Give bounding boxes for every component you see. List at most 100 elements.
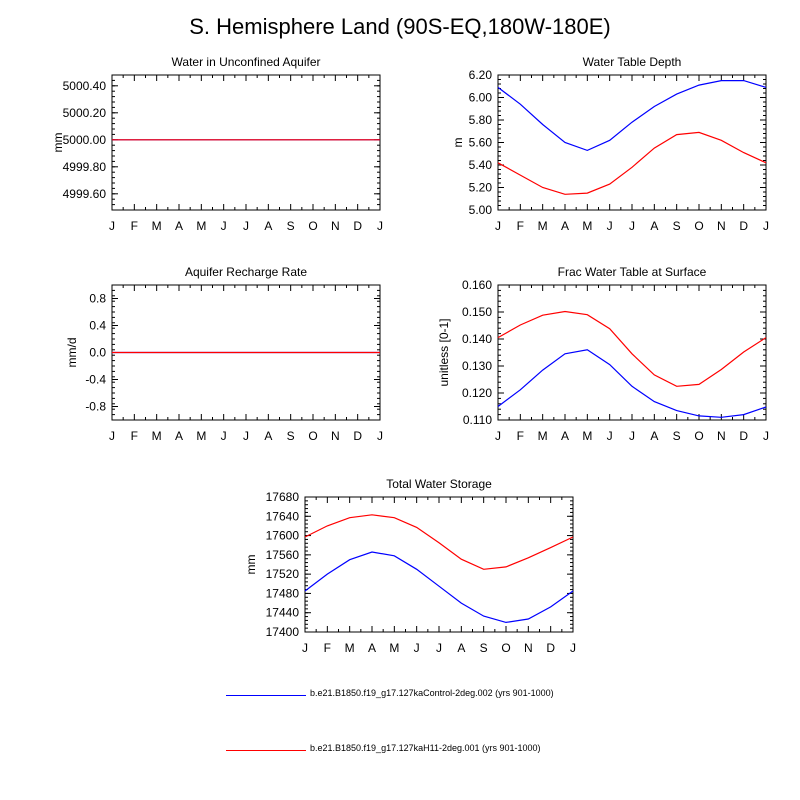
x-tick-label: F [324,641,331,655]
x-tick-label: M [152,219,162,233]
x-tick-label: A [264,219,272,233]
x-tick-label: S [673,219,681,233]
x-tick-label: J [629,429,635,443]
x-tick-label: J [763,219,769,233]
x-tick-label: M [389,641,399,655]
x-tick-label: D [353,219,362,233]
x-tick-label: J [495,429,501,443]
x-tick-label: J [570,641,576,655]
y-tick-label: 17400 [266,625,300,639]
x-tick-label: M [538,429,548,443]
x-tick-label: J [377,219,383,233]
y-tick-label: 5000.20 [63,106,107,120]
x-tick-label: A [175,219,183,233]
legend-line-blue [226,695,306,696]
plot-frame [111,74,381,211]
y-tick-label: 17520 [266,567,300,581]
x-tick-label: N [717,429,726,443]
x-tick-label: J [436,641,442,655]
y-tick-label: 5.80 [469,113,493,127]
series-line-blue [497,79,767,152]
y-tick-label: 17640 [266,509,300,523]
y-tick-label: 17560 [266,548,300,562]
x-tick-label: D [546,641,555,655]
series-line-red [497,310,767,387]
x-tick-label: M [345,641,355,655]
x-tick-label: J [221,429,227,443]
x-tick-label: F [517,219,524,233]
x-tick-label: F [131,219,138,233]
x-tick-label: A [264,429,272,443]
x-tick-label: A [561,429,569,443]
y-tick-label: 5.60 [469,136,493,150]
y-tick-label: -0.4 [85,373,106,387]
x-tick-label: A [650,219,658,233]
x-tick-label: A [650,429,658,443]
y-tick-label: 0.150 [462,305,492,319]
legend-label: b.e21.B1850.f19_g17.127kaH11-2deg.001 (y… [310,743,541,753]
y-tick-label: 0.120 [462,386,492,400]
figure-title: S. Hemisphere Land (90S-EQ,180W-180E) [189,14,611,39]
y-tick-label: 5.20 [469,181,493,195]
y-tick-label: 0.0 [89,346,106,360]
x-tick-label: M [196,429,206,443]
chart-title: Frac Water Table at Surface [558,265,707,279]
y-tick-label: 5000.00 [63,133,107,147]
x-tick-label: S [287,219,295,233]
series-line-red [304,514,574,570]
x-tick-label: J [495,219,501,233]
y-tick-label: 0.4 [89,319,106,333]
plot-frame [304,496,574,633]
y-tick-label: 17440 [266,606,300,620]
x-tick-label: O [308,219,317,233]
x-tick-label: N [331,429,340,443]
y-tick-label: 0.140 [462,332,492,346]
y-tick-label: 4999.60 [63,187,107,201]
x-tick-label: S [287,429,295,443]
chart-title: Water Table Depth [583,55,682,69]
x-tick-label: M [582,429,592,443]
x-tick-label: N [331,219,340,233]
plot-frame [497,284,767,421]
legend-label: b.e21.B1850.f19_g17.127kaControl-2deg.00… [310,688,554,698]
x-tick-label: F [131,429,138,443]
x-tick-label: O [501,641,510,655]
chart-title: Aquifer Recharge Rate [185,265,307,279]
x-tick-label: A [175,429,183,443]
series-line-blue [497,349,767,418]
x-tick-label: N [524,641,533,655]
x-tick-label: F [517,429,524,443]
x-tick-label: M [582,219,592,233]
x-tick-label: M [538,219,548,233]
x-tick-label: D [353,429,362,443]
x-tick-label: J [109,429,115,443]
y-axis-label: mm [244,555,258,575]
x-tick-label: O [694,429,703,443]
x-tick-label: J [414,641,420,655]
x-tick-label: J [243,429,249,443]
y-tick-label: -0.8 [85,400,106,414]
y-tick-label: 5000.40 [63,79,107,93]
chart-title: Total Water Storage [386,477,492,491]
y-tick-label: 6.20 [469,68,493,82]
x-tick-label: J [302,641,308,655]
x-tick-label: O [308,429,317,443]
x-tick-label: S [480,641,488,655]
y-tick-label: 0.130 [462,359,492,373]
x-tick-label: N [717,219,726,233]
x-tick-label: J [763,429,769,443]
x-tick-label: J [221,219,227,233]
series-line-blue [304,551,574,624]
chart-title: Water in Unconfined Aquifer [172,55,321,69]
x-tick-label: M [152,429,162,443]
y-axis-label: mm [51,133,65,153]
y-tick-label: 0.8 [89,292,106,306]
x-tick-label: D [739,219,748,233]
